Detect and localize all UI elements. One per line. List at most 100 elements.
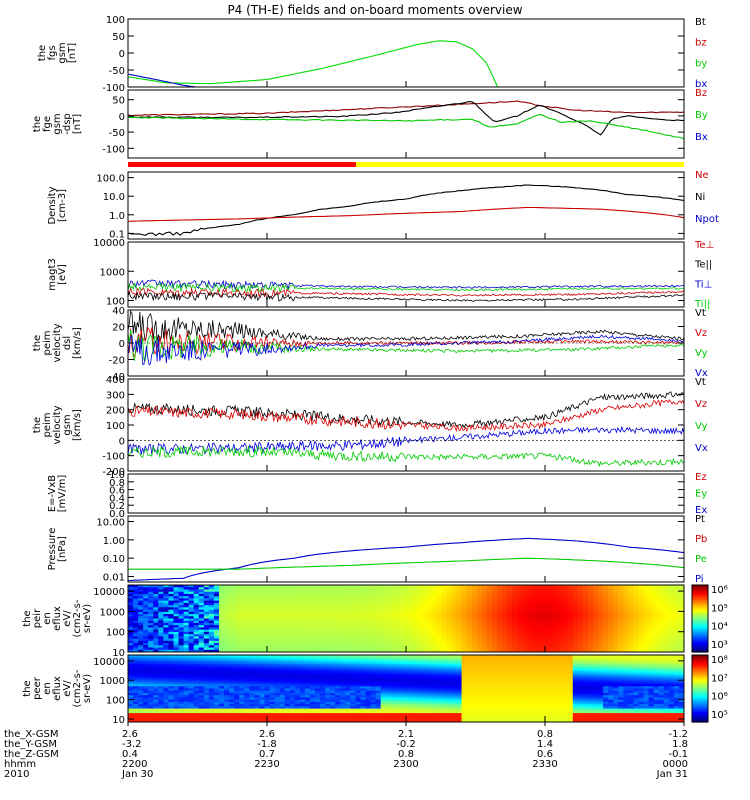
heatmap-cell — [224, 605, 230, 608]
heatmap-cell — [542, 596, 549, 599]
heatmap-cell — [678, 643, 684, 646]
heatmap-cell — [309, 679, 316, 683]
heatmap-cell — [673, 605, 680, 608]
heatmap-cell — [486, 629, 493, 633]
heatmap-cell — [203, 686, 210, 690]
heatmap-cell — [183, 643, 190, 646]
heatmap-cell — [522, 614, 528, 617]
heatmap-cell — [340, 670, 346, 674]
colorbar-step — [692, 626, 708, 630]
heatmap-cell — [183, 695, 190, 699]
heatmap-cell — [229, 625, 235, 629]
heatmap-cell — [320, 677, 326, 681]
heatmap-cell — [628, 596, 635, 599]
heatmap-cell — [208, 589, 215, 593]
heatmap-cell — [148, 649, 154, 652]
heatmap-cell — [269, 668, 276, 672]
heatmap-cell — [163, 692, 170, 696]
heatmap-cell — [289, 675, 296, 678]
heatmap-cell — [198, 679, 205, 683]
heatmap-cell — [309, 634, 316, 637]
heatmap-cell — [552, 620, 559, 624]
heatmap-cell — [375, 607, 382, 611]
heatmap-cell — [507, 598, 513, 602]
heatmap-cell — [284, 704, 291, 707]
heatmap-cell — [633, 620, 640, 624]
heatmap-cell — [426, 587, 432, 591]
heatmap-cell — [254, 661, 261, 665]
heatmap-cell — [143, 616, 149, 620]
heatmap-cell — [330, 629, 336, 633]
heatmap-cell — [496, 627, 503, 631]
heatmap-cell — [304, 649, 311, 652]
heatmap-cell — [638, 611, 645, 615]
heatmap-cell — [173, 659, 180, 663]
heatmap-cell — [218, 692, 225, 696]
heatmap-cell — [502, 627, 508, 631]
heatmap-cell — [259, 638, 266, 642]
heatmap-cell — [512, 589, 518, 593]
heatmap-cell — [416, 611, 422, 615]
heatmap-cell — [345, 616, 351, 620]
heatmap-cell — [224, 679, 230, 683]
heatmap-cell — [128, 706, 134, 710]
heatmap-cell — [456, 643, 463, 646]
heatmap-cell — [330, 585, 336, 588]
heatmap-cell — [496, 598, 503, 602]
heatmap-cell — [208, 697, 215, 701]
heatmap-cell — [304, 670, 311, 674]
heatmap-cell — [264, 690, 271, 694]
heatmap-cell — [284, 706, 291, 710]
heatmap-cell — [213, 591, 220, 595]
heatmap-cell — [618, 602, 624, 606]
heatmap-cell — [375, 614, 382, 617]
heatmap-cell — [582, 640, 589, 644]
heatmap-cell — [385, 643, 392, 646]
heatmap-cell — [512, 611, 518, 615]
heatmap-cell — [587, 649, 594, 652]
heatmap-cell — [416, 645, 422, 649]
heatmap-cell — [163, 704, 170, 707]
heatmap-cell — [224, 627, 230, 631]
heatmap-cell — [603, 591, 609, 595]
heatmap-cell — [390, 647, 397, 651]
heatmap-cell — [254, 622, 261, 626]
heatmap-cell — [618, 585, 624, 588]
heatmap-cell — [380, 631, 387, 635]
heatmap-cell — [481, 591, 488, 595]
heatmap-cell — [183, 657, 190, 661]
heatmap-cell — [315, 715, 321, 719]
heatmap-cell — [284, 622, 291, 626]
heatmap-cell — [173, 638, 180, 642]
heatmap-cell — [340, 661, 346, 665]
heatmap-cell — [426, 602, 432, 606]
heatmap-cell — [400, 627, 407, 631]
heatmap-cell — [547, 614, 554, 617]
heatmap-cell — [335, 607, 341, 611]
heatmap-cell — [486, 634, 493, 637]
heatmap-cell — [471, 616, 478, 620]
heatmap-cell — [481, 614, 488, 617]
heatmap-cell — [218, 672, 225, 676]
heatmap-cell — [360, 593, 367, 597]
heatmap-cell — [486, 647, 493, 651]
heatmap-cell — [279, 647, 286, 651]
heatmap-cell — [213, 655, 220, 658]
heatmap-cell — [542, 627, 549, 631]
heatmap-cell — [168, 677, 175, 681]
heatmap-cell — [668, 598, 675, 602]
heatmap-cell — [163, 589, 170, 593]
heatmap-cell — [224, 634, 230, 637]
heatmap-cell — [350, 596, 357, 599]
heatmap-cell — [572, 609, 579, 613]
heatmap-cell — [203, 611, 210, 615]
heatmap-cell — [330, 704, 336, 707]
heatmap-cell — [239, 618, 245, 622]
panel-frame — [127, 515, 685, 583]
heatmap-cell — [309, 620, 316, 624]
heatmap-cell — [618, 645, 624, 649]
heatmap-cell — [309, 668, 316, 672]
heatmap-cell — [562, 629, 569, 633]
heatmap-cell — [294, 638, 301, 642]
heatmap-cell — [163, 602, 170, 606]
